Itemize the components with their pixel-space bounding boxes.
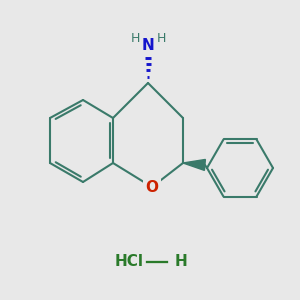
Text: H: H [175, 254, 188, 269]
Text: H: H [130, 32, 140, 46]
Text: HCl: HCl [115, 254, 144, 269]
Text: O: O [146, 179, 158, 194]
Text: H: H [156, 32, 166, 46]
Text: N: N [142, 38, 154, 52]
Polygon shape [183, 159, 206, 170]
